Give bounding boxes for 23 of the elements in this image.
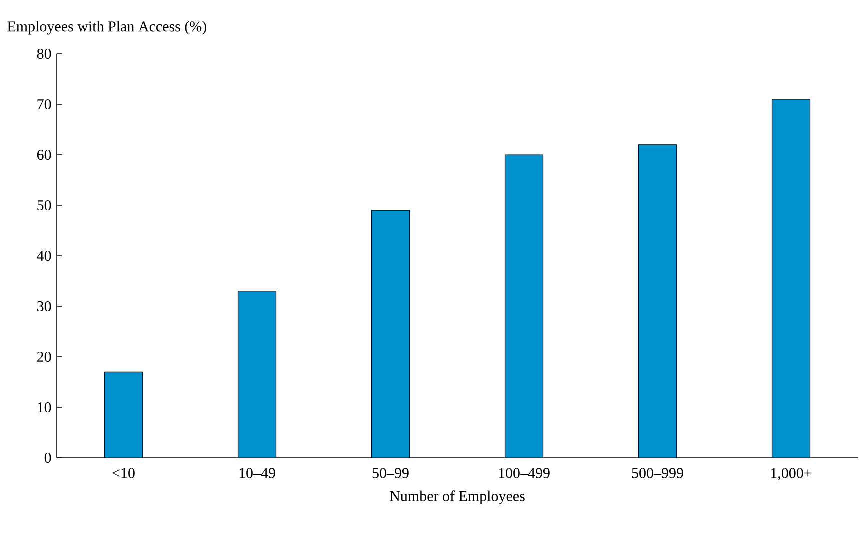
y-tick-label: 40 <box>37 250 52 262</box>
bar <box>504 154 544 458</box>
x-tick-label: 50–99 <box>372 468 409 478</box>
x-tick-label: <10 <box>112 468 135 478</box>
y-tick-label: 70 <box>38 99 52 110</box>
x-axis-title: Number of Employees <box>390 490 525 504</box>
x-tick-label: 500–999 <box>632 468 684 478</box>
bar <box>638 144 678 458</box>
y-tick-label: 80 <box>37 48 52 60</box>
y-tick-label: 50 <box>38 200 52 211</box>
x-tick-label: 1,000+ <box>771 468 812 480</box>
bar <box>238 291 277 458</box>
x-tick-label: 10–49 <box>240 468 276 478</box>
y-tick-label: 0 <box>44 452 52 464</box>
bar <box>104 372 144 458</box>
y-tick-label: 20 <box>37 352 52 362</box>
y-axis-title: Employees with Plan Access (%) <box>8 21 206 35</box>
bar <box>772 99 811 458</box>
y-tick-label: 30 <box>38 301 52 312</box>
bar <box>371 210 410 458</box>
y-tick-label: 60 <box>37 150 52 160</box>
x-tick-label: 100–499 <box>499 468 550 478</box>
y-tick-label: 10 <box>38 402 52 413</box>
